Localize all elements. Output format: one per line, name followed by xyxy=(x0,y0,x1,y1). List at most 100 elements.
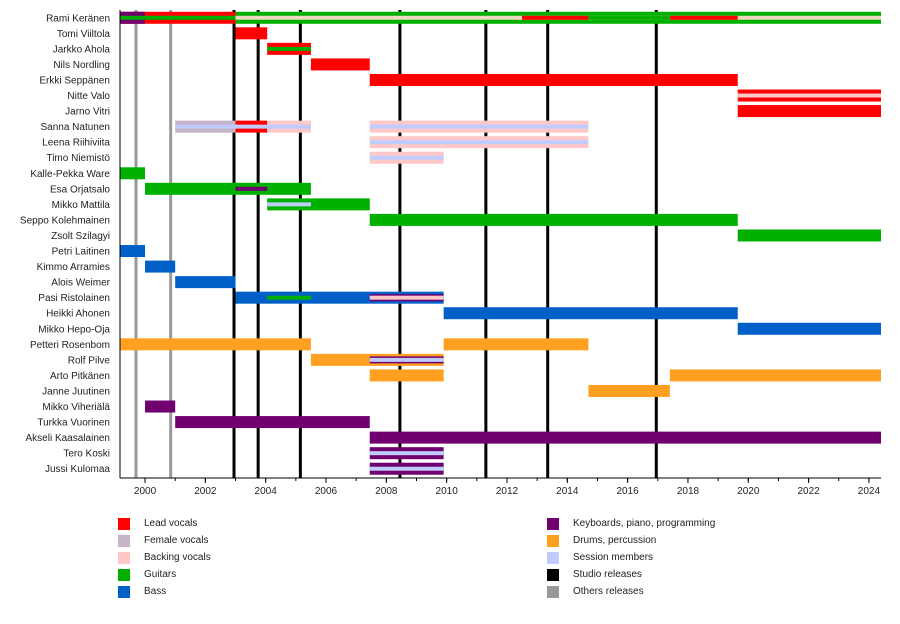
legend-item: Female vocals xyxy=(118,532,211,549)
legend-item: Others releases xyxy=(547,583,715,600)
member-bar xyxy=(267,295,311,300)
member-bar xyxy=(369,155,444,160)
member-bar xyxy=(145,400,176,413)
member-label: Arto Pitkänen xyxy=(50,371,110,382)
x-tick-label: 2006 xyxy=(315,486,338,497)
member-bar xyxy=(369,295,444,300)
member-label: Mikko Mattila xyxy=(52,200,111,211)
x-tick-label: 2020 xyxy=(737,486,760,497)
member-label: Erkki Seppänen xyxy=(39,75,110,86)
legend-swatch xyxy=(547,534,559,547)
legend-item: Bass xyxy=(118,583,211,600)
member-bar xyxy=(369,466,444,471)
legend-item: Studio releases xyxy=(547,566,715,583)
member-label: Jarkko Ahola xyxy=(53,44,111,55)
legend-swatch xyxy=(547,585,559,598)
x-tick-label: 2016 xyxy=(617,486,640,497)
member-bar xyxy=(737,322,881,335)
member-bar xyxy=(369,451,444,456)
member-bar xyxy=(369,140,589,145)
member-bar xyxy=(369,357,444,362)
x-tick-label: 2010 xyxy=(436,486,459,497)
member-bar xyxy=(737,93,881,98)
legend-label: Session members xyxy=(573,552,654,563)
member-label: Kimmo Arramies xyxy=(37,262,110,273)
member-label: Alois Weimer xyxy=(51,278,110,289)
member-label: Petteri Rosenbom xyxy=(30,340,110,351)
member-label: Tomi Viiltola xyxy=(57,29,111,40)
legend-label: Bass xyxy=(144,586,167,597)
member-bar xyxy=(443,307,738,320)
x-tick-label: 2024 xyxy=(858,486,881,497)
member-bar xyxy=(737,229,881,242)
member-bar xyxy=(120,167,146,180)
member-label: Nils Nordling xyxy=(53,60,110,71)
member-bar xyxy=(369,369,444,382)
legend-label: Lead vocals xyxy=(144,518,198,529)
legend-swatch xyxy=(547,551,559,564)
x-axis: 2000 2002 2004 2006 2008 2010 2012 2014 2016 2018… xyxy=(119,10,881,497)
member-label: Jarno Vitri xyxy=(65,107,110,118)
member-label: Tero Koski xyxy=(63,449,110,460)
member-label: Akseli Kaasalainen xyxy=(26,433,111,444)
legend-label: Others releases xyxy=(573,586,644,597)
member-bar xyxy=(369,73,738,86)
member-label: Kalle-Pekka Ware xyxy=(30,169,110,180)
x-tick-label: 2008 xyxy=(375,486,398,497)
member-bar xyxy=(669,369,881,382)
legend-item: Drums, percussion xyxy=(547,532,715,549)
member-bar xyxy=(175,124,311,129)
member-label: Nitte Valo xyxy=(67,91,110,102)
member-bar xyxy=(120,338,311,351)
member-bar xyxy=(267,46,311,51)
member-bar xyxy=(235,27,268,40)
member-bar xyxy=(369,213,738,226)
member-bar xyxy=(669,15,738,20)
member-label: Turkka Vuorinen xyxy=(37,418,110,429)
member-bar xyxy=(737,105,881,118)
member-label: Esa Orjatsalo xyxy=(50,184,110,195)
legend-item: Keyboards, piano, programming xyxy=(547,515,715,532)
x-tick-label: 2002 xyxy=(194,486,217,497)
x-tick-label: 2018 xyxy=(677,486,700,497)
member-bar xyxy=(267,202,311,207)
x-tick-label: 2014 xyxy=(556,486,579,497)
legend-label: Female vocals xyxy=(144,535,209,546)
legend-label: Backing vocals xyxy=(144,552,211,563)
legend-swatch xyxy=(118,568,130,581)
member-label: Seppo Kolehmainen xyxy=(20,215,110,226)
member-label: Pasi Ristolainen xyxy=(38,293,110,304)
member-bar xyxy=(369,124,589,129)
member-label: Leena Riihiviita xyxy=(42,138,110,149)
member-bar xyxy=(235,186,268,191)
member-label: Heikki Ahonen xyxy=(46,309,110,320)
legend-column-right: Keyboards, piano, programming Drums, perc… xyxy=(547,515,715,600)
member-bar xyxy=(120,15,236,20)
legend-swatch xyxy=(118,551,130,564)
legend-label: Keyboards, piano, programming xyxy=(573,518,716,529)
legend-swatch xyxy=(118,517,130,530)
legend-item: Guitars xyxy=(118,566,211,583)
member-label: Mikko Viheriälä xyxy=(42,402,110,413)
member-bar xyxy=(310,58,370,71)
legend-item: Session members xyxy=(547,549,715,566)
x-tick-label: 2000 xyxy=(134,486,157,497)
legend-swatch xyxy=(547,568,559,581)
legend-item: Lead vocals xyxy=(118,515,211,532)
legend-label: Guitars xyxy=(144,569,177,580)
member-labels: Rami Keränen Tomi Viiltola Jarkko Ahola Nil… xyxy=(20,13,111,475)
x-tick-label: 2012 xyxy=(496,486,519,497)
x-tick-label: 2022 xyxy=(797,486,820,497)
x-tick-label: 2004 xyxy=(255,486,278,497)
legend-item: Backing vocals xyxy=(118,549,211,566)
member-bar xyxy=(369,431,881,444)
legend-column-left: Lead vocals Female vocals Backing vocals Gu… xyxy=(118,515,211,600)
member-bar xyxy=(120,245,146,258)
member-bar xyxy=(443,338,589,351)
release-lines xyxy=(134,10,658,478)
legend-label: Drums, percussion xyxy=(573,535,657,546)
member-label: Petri Laitinen xyxy=(52,247,110,258)
legend-swatch xyxy=(118,534,130,547)
member-label: Sanna Natunen xyxy=(40,122,110,133)
